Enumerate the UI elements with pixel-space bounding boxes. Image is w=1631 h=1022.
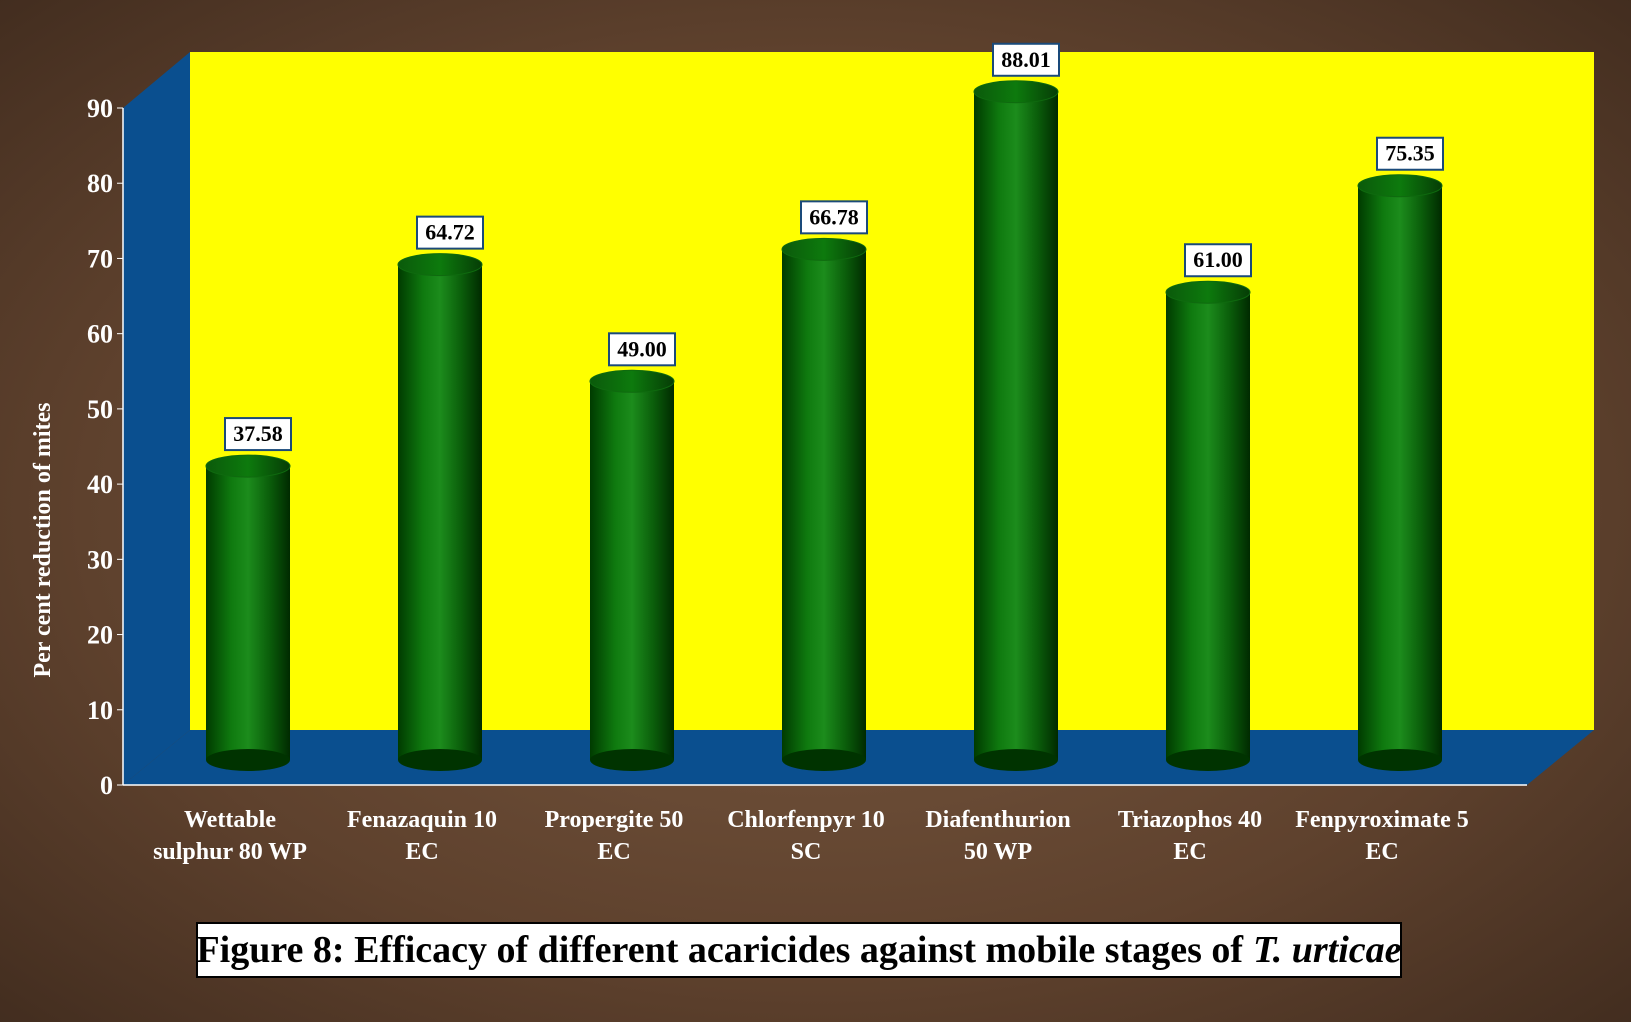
caption-species: T. urticae — [1253, 929, 1402, 971]
bar-top — [397, 253, 483, 277]
data-label: 61.00 — [1193, 247, 1243, 272]
y-axis-label: Per cent reduction of mites — [30, 402, 56, 677]
x-tick-label-line: Propergite 50 — [545, 807, 684, 833]
data-label-box — [1376, 136, 1444, 171]
bar-base — [782, 749, 866, 771]
bar-top — [205, 454, 291, 478]
bar — [206, 466, 290, 760]
caption-text: Figure 8: Efficacy of different acaricid… — [196, 929, 1244, 971]
data-label-box — [608, 332, 676, 367]
y-tick-label: 60 — [87, 320, 113, 349]
x-tick-label-line: SC — [791, 839, 822, 865]
x-tick-label-line: Triazophos 40 — [1118, 807, 1262, 833]
data-label-box — [416, 215, 484, 250]
side-wall — [123, 52, 190, 785]
x-tick-label-line: EC — [597, 839, 630, 865]
bar-base — [206, 749, 290, 771]
x-tick-label-line: Fenpyroximate 5 — [1295, 807, 1469, 833]
y-tick-label: 70 — [87, 244, 113, 273]
x-tick-label-line: 50 WP — [964, 839, 1032, 865]
bar — [1166, 292, 1250, 760]
x-tick-label-line: Wettable — [184, 807, 276, 833]
x-tick-label-line: EC — [1173, 839, 1206, 865]
bar-base — [1166, 749, 1250, 771]
bar-top — [781, 237, 867, 261]
bar-top — [1165, 280, 1251, 304]
x-tick-label: Propergite 50 EC — [545, 807, 684, 865]
y-tick-label: 10 — [87, 696, 113, 725]
y-tick-label: 30 — [87, 545, 113, 574]
data-label: 49.00 — [617, 336, 667, 361]
data-label-box — [800, 200, 868, 235]
bar-top — [589, 369, 675, 393]
y-tick-label: 90 — [87, 94, 113, 123]
bar — [398, 264, 482, 760]
figure-caption: Figure 8: Efficacy of different acaricid… — [196, 922, 1402, 978]
x-tick-label: Diafenthurion 50 WP — [925, 807, 1070, 865]
y-tick-label: 20 — [87, 621, 113, 650]
bar-top — [1357, 174, 1443, 198]
data-label: 37.58 — [233, 421, 283, 446]
data-label: 66.78 — [809, 204, 859, 229]
data-label: 75.35 — [1385, 141, 1435, 166]
x-tick-label-line: EC — [405, 839, 438, 865]
bar-top — [973, 80, 1059, 104]
x-tick-label-line: sulphur 80 WP — [153, 839, 307, 865]
bar — [782, 249, 866, 760]
x-tick-label-line: Chlorfenpyr 10 — [727, 807, 885, 833]
bar — [590, 381, 674, 760]
x-tick-label: Triazophos 40 EC — [1118, 807, 1262, 865]
x-tick-label-line: Diafenthurion — [925, 807, 1070, 833]
x-tick-label: Fenpyroximate 5 EC — [1295, 807, 1469, 865]
bar-base — [590, 749, 674, 771]
bar — [974, 91, 1058, 761]
data-label-box — [992, 42, 1060, 77]
bar — [1358, 185, 1442, 761]
x-tick-label-line: Fenazaquin 10 — [347, 807, 497, 833]
y-tick-label: 80 — [87, 169, 113, 198]
x-tick-label-line: EC — [1365, 839, 1398, 865]
y-tick-label: 50 — [87, 395, 113, 424]
y-tick-label: 40 — [87, 470, 113, 499]
bar-base — [1358, 749, 1442, 771]
data-label-box — [1184, 243, 1252, 278]
x-tick-label: Chlorfenpyr 10 SC — [727, 807, 885, 865]
data-label-box — [224, 417, 292, 452]
bar-base — [398, 749, 482, 771]
y-tick-label: 0 — [100, 771, 113, 800]
x-tick-label: Fenazaquin 10 EC — [347, 807, 497, 865]
x-tick-label: Wettable sulphur 80 WP — [153, 807, 307, 865]
data-label: 64.72 — [425, 220, 475, 245]
data-label: 88.01 — [1001, 47, 1051, 72]
bar-base — [974, 749, 1058, 771]
